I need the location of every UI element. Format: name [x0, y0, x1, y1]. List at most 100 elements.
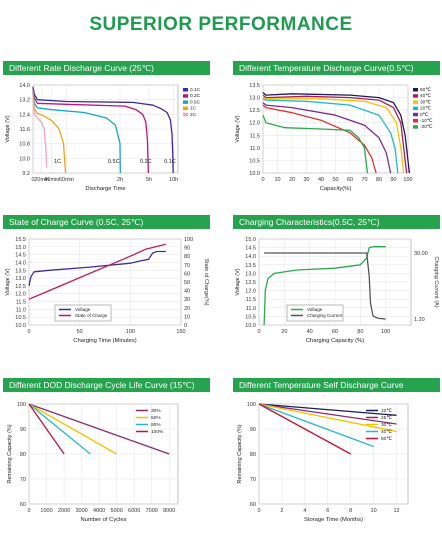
- chart-header: Different DOD Discharge Cycle Life Curve…: [3, 378, 210, 392]
- y-tick-label: 11.6: [20, 127, 30, 133]
- x-tick-label: 2h: [117, 177, 123, 183]
- y2-tick-label: 100: [184, 237, 193, 243]
- y-tick-label: 10.8: [19, 142, 30, 148]
- legend-label: 50℃: [381, 436, 392, 442]
- legend-label: 30℃: [420, 99, 431, 105]
- x-tick-label: 50: [332, 177, 338, 183]
- x-tick-label: 10h: [169, 177, 178, 183]
- y-axis-label: Remaining Capacity (%): [7, 424, 13, 483]
- self-discharge-card: Different Temperature Self Discharge Cur…: [233, 378, 440, 530]
- temperature-discharge-chart: 10.0 10.5 11.0 11.5 12.0 12.5 13.0 13.5 0 10 20 30 4…: [235, 83, 433, 192]
- x-axis-label: Number of Cycles: [80, 517, 126, 523]
- x-axis-label: Charging Capacity (%): [306, 338, 364, 344]
- legend-label: 50%: [151, 415, 161, 421]
- y2-tick-label: 80: [184, 254, 190, 260]
- y-tick-label: 80: [20, 452, 26, 458]
- legend-label: 40℃: [420, 93, 431, 99]
- y-tick-label: 10.0: [245, 323, 256, 329]
- y-tick-label: 9.2: [22, 171, 30, 177]
- y-tick-label: 12.4: [19, 112, 30, 118]
- series-line: [32, 90, 121, 174]
- y-tick-label: 100: [17, 402, 26, 408]
- y-tick-label: 60: [250, 502, 256, 508]
- series-line: [28, 403, 65, 455]
- y-tick-label: 12.5: [15, 284, 26, 290]
- page-title: SUPERIOR PERFORMANCE: [89, 14, 353, 35]
- series-line: [263, 246, 386, 326]
- x-tick-label: 60: [332, 329, 338, 335]
- legend-label: 0.2C: [190, 93, 201, 99]
- chart-header: Different Rate Discharge Curve (25℃): [3, 61, 210, 75]
- legend-swatch: [413, 100, 418, 104]
- x-tick-label: 20: [281, 329, 287, 335]
- curve-annotation: 0.1C: [164, 159, 176, 165]
- legend-swatch: [183, 88, 188, 92]
- x-tick-label: 20: [289, 177, 295, 183]
- x-tick-label: 100: [403, 177, 412, 183]
- x-tick-label: 3000: [75, 508, 87, 514]
- x-axis-label: Discharge Time: [85, 186, 125, 192]
- x-tick-label: 4000: [93, 508, 105, 514]
- y-tick-label: 15.0: [15, 245, 26, 251]
- x-tick-label: 6: [326, 508, 329, 514]
- legend-label: 30℃: [381, 422, 392, 428]
- y2-tick-label: 0: [184, 323, 187, 329]
- y-tick-label: 11.5: [246, 297, 256, 303]
- x-tick-label: 2: [280, 508, 283, 514]
- y-tick-label: 15.0: [245, 237, 256, 243]
- state-of-charge-chart: 10.0 10.5 11.011.5 12.0 12.5 13.0 13.5 14.014.5…: [5, 237, 209, 344]
- series-line: [32, 86, 174, 174]
- y-tick-label: 12.0: [245, 289, 256, 295]
- x-tick-label: 40: [307, 329, 313, 335]
- y2-tick-label: 60: [184, 271, 190, 277]
- series-line: [262, 102, 392, 174]
- series-line: [262, 114, 369, 174]
- y-tick-label: 11.0: [250, 146, 260, 152]
- y-axis-label: Remaining Capacity (%): [237, 424, 243, 483]
- legend-label: 50℃: [420, 87, 431, 93]
- series-line: [28, 243, 166, 300]
- series-line: [28, 403, 170, 455]
- y-tick-label: 13.0: [245, 271, 256, 277]
- x-tick-label: 70: [361, 177, 367, 183]
- series-line: [262, 96, 405, 174]
- legend-swatch: [413, 119, 418, 123]
- series-line: [258, 403, 397, 433]
- y2-tick-label: 10: [184, 314, 190, 320]
- chart-header: Different Temperature Self Discharge Cur…: [233, 378, 440, 392]
- chart-header: Different Temperature Discharge Curve(0.…: [233, 61, 440, 75]
- legend-label: -10℃: [420, 118, 433, 124]
- y2-tick-label: 1.20: [414, 317, 425, 323]
- series-line: [258, 403, 352, 455]
- series-line: [262, 94, 408, 174]
- y2-tick-label: 40: [184, 289, 190, 295]
- temperature-discharge-card: Different Temperature Discharge Curve(0.…: [233, 61, 440, 213]
- y-tick-label: 10.5: [15, 315, 26, 321]
- dod-cycle-life-card: Different DOD Discharge Cycle Life Curve…: [3, 378, 210, 530]
- series-line: [28, 403, 91, 455]
- y2-tick-label: 70: [184, 263, 190, 269]
- legend-label: 80%: [151, 422, 161, 428]
- legend-label: 1C: [190, 106, 197, 112]
- x-tick-label: 80: [357, 329, 363, 335]
- y-axis-label: Voltage (V): [235, 115, 241, 142]
- legend-label: 0.1C: [190, 87, 201, 93]
- y-tick-label: 10.0: [15, 323, 26, 329]
- y-tick-label: 12.0: [249, 121, 260, 127]
- x-tick-label: 1000: [40, 508, 52, 514]
- legend-label: 10℃: [381, 408, 392, 414]
- y-tick-label: 12.5: [249, 108, 260, 114]
- y-tick-label: 13.5: [249, 83, 260, 89]
- legend-swatch: [183, 106, 188, 111]
- x-tick-label: 5h: [146, 177, 152, 183]
- y-tick-label: 80: [250, 452, 256, 458]
- y-tick-label: 13.5: [245, 263, 256, 269]
- x-tick-label: 100: [126, 329, 135, 335]
- x-tick-label: 40: [318, 177, 324, 183]
- y2-tick-label: 50: [184, 280, 190, 286]
- y-tick-label: 14.0: [15, 260, 26, 266]
- series-line: [32, 87, 150, 174]
- curve-annotation: 1C: [54, 159, 61, 165]
- chart-header: Charging Characteristics(0.5C, 25℃): [233, 215, 440, 229]
